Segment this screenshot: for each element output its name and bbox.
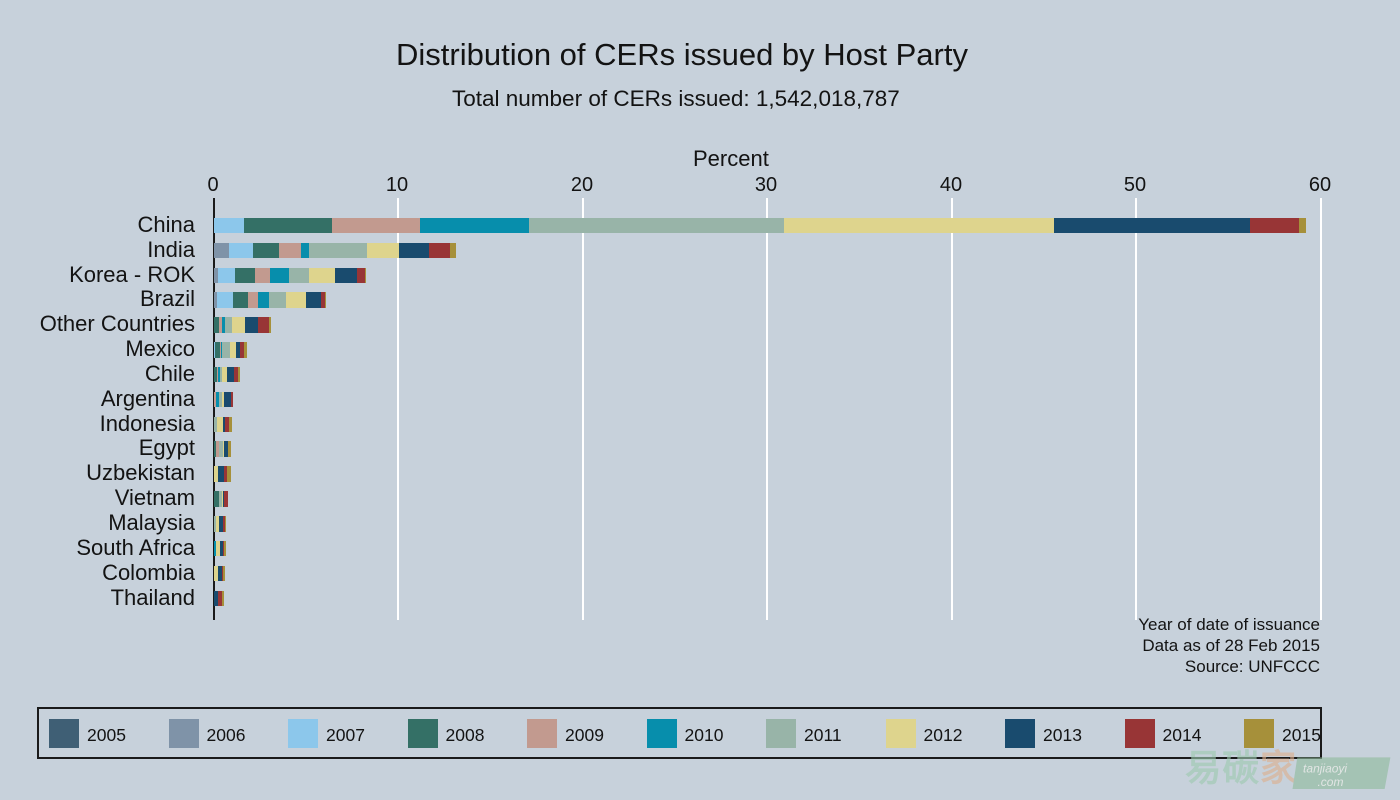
svg-text:tanjiaoyi: tanjiaoyi: [1303, 762, 1347, 776]
svg-text:.com: .com: [1317, 775, 1343, 789]
